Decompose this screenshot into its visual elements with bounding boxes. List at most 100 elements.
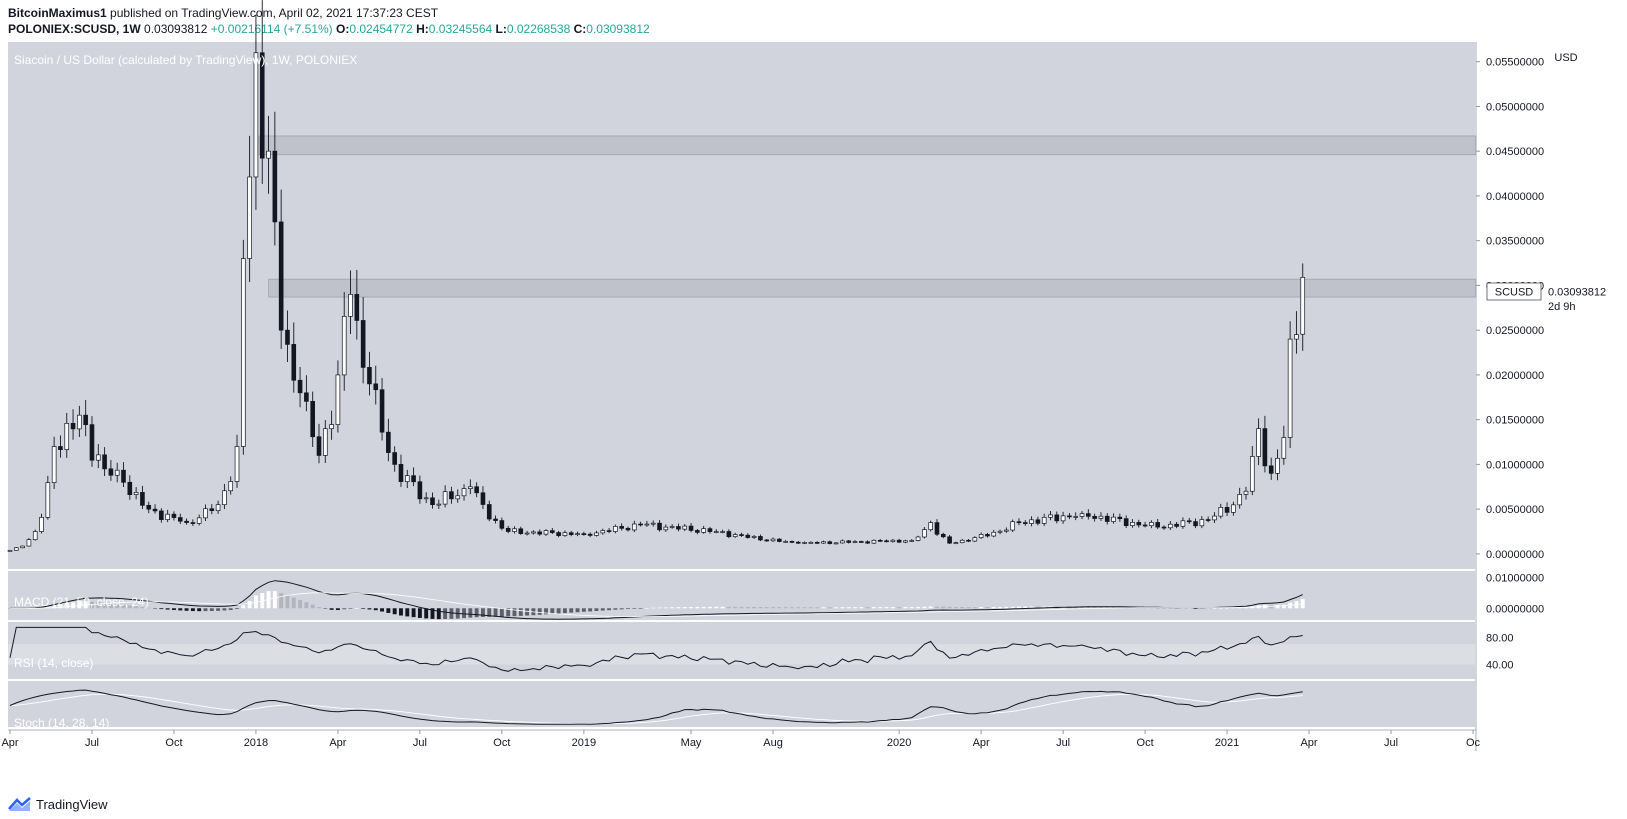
- candle: [152, 504, 158, 514]
- candle-up: [77, 414, 82, 430]
- candle: [1104, 513, 1110, 525]
- macd-histogram-bar: [1199, 608, 1204, 609]
- macd-histogram-bar: [720, 606, 725, 609]
- candle-down: [449, 491, 454, 500]
- macd-histogram-bar: [695, 606, 700, 609]
- candle-down: [1136, 522, 1142, 526]
- macd-histogram-bar: [972, 607, 977, 609]
- candle: [1130, 519, 1135, 528]
- candle: [26, 538, 32, 547]
- macd-histogram-bar: [991, 607, 996, 609]
- candle: [512, 526, 517, 534]
- candle-up: [1048, 514, 1053, 518]
- macd-histogram-bar: [644, 608, 649, 609]
- candle: [272, 111, 278, 246]
- candle: [360, 296, 366, 384]
- candle: [411, 467, 416, 487]
- candle-up: [650, 522, 656, 525]
- candle: [997, 529, 1003, 535]
- macd-histogram-bar: [878, 607, 883, 609]
- macd-histogram-bar: [209, 608, 214, 612]
- brand-text: TradingView: [36, 796, 108, 812]
- candle: [1022, 520, 1028, 526]
- macd-histogram-bar: [197, 608, 202, 612]
- macd-histogram-bar: [436, 608, 441, 620]
- candle: [253, 14, 259, 210]
- candle-down: [550, 530, 555, 533]
- x-tick-label: Apr: [329, 737, 346, 749]
- x-tick-label: Oct: [165, 737, 182, 749]
- candle-down: [127, 481, 133, 495]
- candle-up: [833, 542, 839, 545]
- candle-up: [543, 530, 549, 535]
- candle-up: [840, 540, 845, 544]
- candle-up: [644, 523, 650, 526]
- indicator-panes: [8, 580, 1475, 725]
- macd-histogram-bar: [903, 607, 908, 609]
- candle-down: [1067, 515, 1072, 518]
- candle: [404, 469, 410, 489]
- author-name[interactable]: BitcoinMaximus1: [8, 6, 107, 20]
- macd-histogram-bar: [676, 607, 681, 609]
- candle-up: [1079, 513, 1085, 517]
- stoch-title: Stoch (14, 28, 14): [14, 716, 109, 730]
- macd-histogram-bar: [657, 607, 662, 609]
- candle: [354, 269, 360, 340]
- candle-down: [89, 424, 95, 461]
- y-tick-label: 0.02500000: [1486, 325, 1544, 337]
- macd-histogram-bar: [1155, 607, 1160, 609]
- high-label: H:: [416, 22, 429, 36]
- candle: [1281, 425, 1287, 465]
- candle: [196, 514, 202, 526]
- candle: [953, 541, 959, 545]
- candle: [751, 535, 757, 539]
- candle: [682, 523, 688, 532]
- x-tick-label: Oct: [493, 737, 510, 749]
- macd-histogram-bar: [821, 607, 826, 609]
- candle-up: [1180, 520, 1186, 527]
- candle: [14, 547, 19, 551]
- candle: [461, 484, 467, 501]
- candle: [701, 525, 706, 534]
- candle-up: [562, 532, 568, 536]
- candle: [846, 540, 852, 544]
- candle: [991, 529, 997, 538]
- x-tick-label: Oct: [1137, 737, 1154, 749]
- candle: [1111, 513, 1116, 524]
- candle-up: [1041, 516, 1047, 524]
- candle: [310, 391, 315, 447]
- candle-down: [695, 530, 700, 533]
- candle: [177, 513, 183, 525]
- candle: [291, 322, 297, 393]
- candle: [884, 539, 889, 543]
- candle: [726, 529, 732, 539]
- candle-up: [1218, 507, 1224, 517]
- macd-histogram-bar: [159, 608, 164, 610]
- candle-up: [26, 539, 32, 547]
- candle-down: [518, 528, 524, 534]
- macd-histogram-bar: [1042, 606, 1047, 609]
- candle-up: [266, 150, 271, 159]
- y-tick-label: 0.01500000: [1486, 415, 1544, 427]
- candle: [543, 529, 549, 536]
- macd-histogram-bar: [184, 608, 189, 611]
- candle-up: [423, 497, 429, 500]
- candle-down: [556, 532, 561, 536]
- macd-histogram-bar: [241, 605, 246, 609]
- candle: [720, 529, 725, 534]
- candle-up: [1275, 457, 1280, 474]
- macd-histogram-bar: [758, 606, 763, 609]
- candle: [827, 540, 833, 545]
- macd-histogram-bar: [178, 608, 183, 611]
- candle-up: [751, 536, 757, 538]
- candle: [1041, 513, 1047, 526]
- macd-histogram-bar: [58, 604, 63, 609]
- candle: [795, 540, 801, 545]
- macd-histogram-bar: [1218, 607, 1223, 609]
- candle: [625, 526, 631, 532]
- candle-down: [1117, 516, 1123, 520]
- candle: [64, 412, 70, 458]
- candle-up: [1199, 519, 1205, 527]
- change-value: +0.00216114 (+7.51%): [210, 22, 333, 36]
